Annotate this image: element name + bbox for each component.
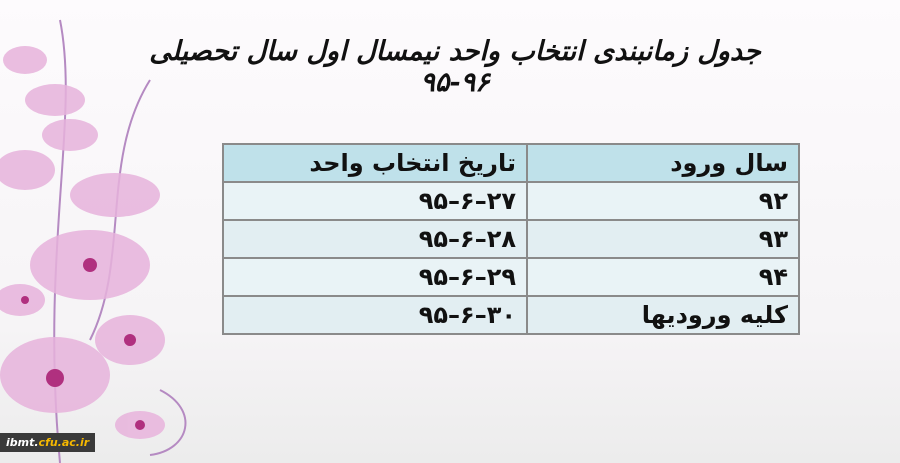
date-cell: ۹۵–۶–۲۹ <box>222 257 528 297</box>
watermark: ibmt.cfu.ac.ir <box>0 433 96 452</box>
date-cell: ۹۵–۶–۲۷ <box>222 181 528 221</box>
slide-title: جدول زمانبندی انتخاب واحد نیمسال اول سال… <box>149 36 761 98</box>
entry-year-cell: ۹۴ <box>526 257 800 297</box>
schedule-table: سال ورود تاریخ انتخاب واحد ۹۲ ۹۵–۶–۲۷ ۹۳… <box>222 143 800 335</box>
date-cell: ۹۵–۶–۳۰ <box>222 295 528 335</box>
table-row: کلیه ورودیها ۹۵–۶–۳۰ <box>222 295 800 335</box>
flower-decoration <box>0 19 187 463</box>
table-header-row: سال ورود تاریخ انتخاب واحد <box>222 143 800 183</box>
entry-year-cell: ۹۳ <box>526 219 800 259</box>
date-text: ۹۵–۶–۲۷ <box>418 187 516 215</box>
date-cell: ۹۵–۶–۲۸ <box>222 219 528 259</box>
date-text: ۹۵–۶–۲۸ <box>418 225 516 253</box>
table-row: ۹۲ ۹۵–۶–۲۷ <box>222 181 800 221</box>
date-text: ۹۵–۶–۳۰ <box>418 301 516 329</box>
entry-year-cell: ۹۲ <box>526 181 800 221</box>
date-text: ۹۵–۶–۲۹ <box>418 263 516 291</box>
header-entry-year: سال ورود <box>526 143 800 183</box>
table-row: ۹۴ ۹۵–۶–۲۹ <box>222 257 800 297</box>
watermark-prefix: ibmt. <box>6 436 39 449</box>
header-selection-date: تاریخ انتخاب واحد <box>222 143 528 183</box>
entry-year-cell: کلیه ورودیها <box>526 295 800 335</box>
watermark-domain: cfu.ac.ir <box>38 436 90 449</box>
table-row: ۹۳ ۹۵–۶–۲۸ <box>222 219 800 259</box>
